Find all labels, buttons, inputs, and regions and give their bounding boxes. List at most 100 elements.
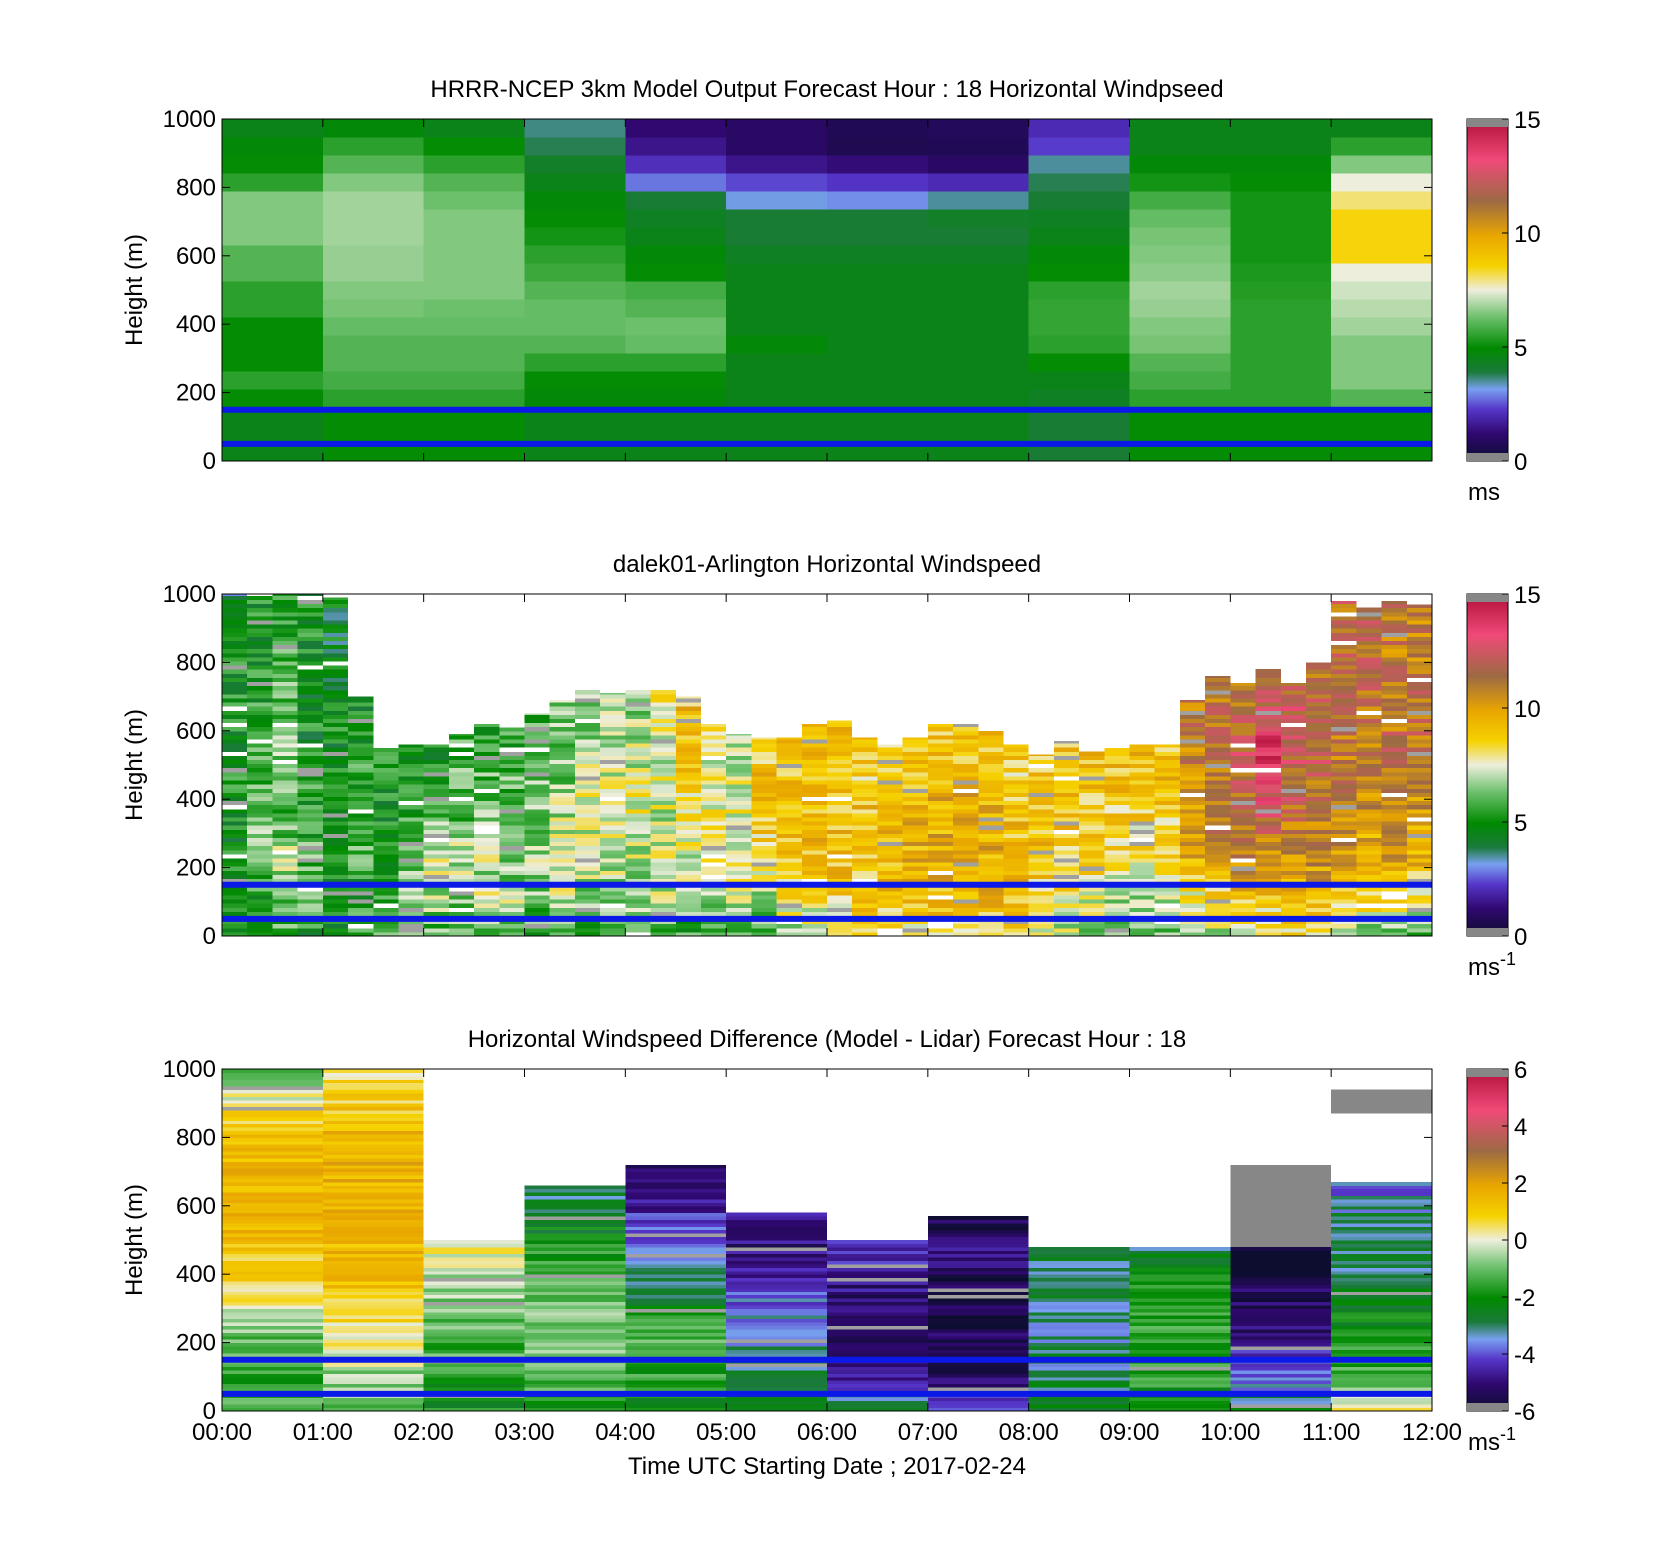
heatmap-cell (650, 886, 676, 892)
heatmap-cell (902, 886, 928, 892)
heatmap-cell (322, 792, 349, 797)
heatmap-cell (650, 800, 676, 806)
heatmap-cell (222, 1175, 323, 1179)
heatmap-cell (1280, 689, 1306, 695)
heatmap-cell (474, 804, 500, 810)
heatmap-cell (827, 812, 853, 818)
heatmap-cell (524, 862, 550, 867)
heatmap-cell (1154, 775, 1180, 781)
heatmap-cell (1331, 1383, 1432, 1388)
heatmap-cell (348, 722, 374, 728)
heatmap-cell (801, 927, 827, 933)
heatmap-cell (1331, 1250, 1432, 1255)
heatmap-cell (222, 1349, 323, 1354)
heatmap-cell (625, 1263, 727, 1268)
heatmap-cell (222, 603, 248, 609)
heatmap-cell (1406, 780, 1432, 785)
heatmap-cell (322, 1079, 424, 1084)
heatmap-cell (247, 714, 273, 719)
heatmap-cell (322, 870, 349, 875)
heatmap-cell (1331, 227, 1432, 246)
heatmap-cell (1129, 1315, 1231, 1320)
heatmap-cell (474, 743, 500, 748)
heatmap-cell (1331, 862, 1357, 867)
heatmap-cell (877, 899, 903, 904)
heatmap-cell (549, 710, 575, 715)
heatmap-cell (222, 812, 248, 818)
heatmap-cell (1079, 751, 1105, 756)
heatmap-cell (927, 1380, 1029, 1385)
heatmap-cell (1179, 923, 1206, 929)
heatmap-cell (549, 841, 575, 847)
heatmap-cell (600, 841, 626, 847)
heatmap-cell (650, 693, 676, 699)
heatmap-cell (222, 1133, 323, 1138)
heatmap-cell (650, 743, 676, 748)
heatmap-cell (1028, 1366, 1130, 1371)
heatmap-cell (322, 751, 349, 756)
heatmap-cell (1179, 775, 1206, 781)
heatmap-cell (927, 1263, 1029, 1268)
heatmap-cell (322, 1120, 424, 1125)
heatmap-cell (222, 845, 248, 851)
heatmap-cell (1331, 1291, 1432, 1296)
heatmap-cell (751, 911, 777, 916)
heatmap-cell (222, 209, 323, 228)
heatmap-cell (297, 792, 323, 797)
heatmap-cell (247, 636, 273, 642)
heatmap-cell (524, 371, 626, 390)
heatmap-cell (1305, 886, 1332, 892)
heatmap-cell (423, 927, 449, 933)
heatmap-cell (1104, 825, 1130, 830)
heatmap-cell (524, 389, 626, 408)
heatmap-cell (1331, 1253, 1432, 1258)
heatmap-cell (1356, 812, 1382, 818)
heatmap-cell (1053, 894, 1080, 900)
heatmap-cell (1381, 673, 1407, 678)
heatmap-cell (423, 245, 525, 264)
heatmap-cell (927, 1342, 1029, 1347)
heatmap-cell (827, 837, 853, 843)
heatmap-cell (852, 845, 878, 851)
heatmap-cell (423, 767, 449, 773)
heatmap-cell (247, 628, 273, 633)
heatmap-cell (1305, 767, 1332, 773)
heatmap-cell (272, 931, 298, 936)
heatmap-cell (474, 833, 500, 838)
heatmap-cell (297, 718, 323, 724)
heatmap-cell (801, 734, 827, 740)
heatmap-cell (222, 911, 248, 916)
heatmap-cell (398, 800, 424, 806)
heatmap-cell (322, 652, 349, 658)
heatmap-cell (499, 874, 525, 880)
heatmap-cell (827, 1373, 928, 1378)
heatmap-cell (852, 878, 878, 884)
heatmap-cell (1255, 702, 1281, 707)
heatmap-cell (1305, 755, 1332, 761)
heatmap-cell (1255, 751, 1281, 756)
heatmap-cell (1053, 862, 1080, 867)
heatmap-cell (1280, 862, 1306, 867)
heatmap-cell (726, 849, 752, 855)
heatmap-cell (348, 759, 374, 765)
heatmap-cell (423, 443, 525, 461)
heatmap-cell (600, 829, 626, 834)
heatmap-cell (1003, 759, 1029, 765)
heatmap-cell (852, 829, 878, 834)
heatmap-cell (1280, 841, 1306, 847)
heatmap-cell (272, 644, 298, 650)
heatmap-cell (297, 722, 323, 728)
heatmap-cell (222, 1376, 323, 1381)
heatmap-cell (474, 784, 500, 789)
heatmap-cell (1129, 1281, 1231, 1285)
heatmap-cell (322, 628, 349, 633)
heatmap-cell (297, 866, 323, 871)
heatmap-cell (1104, 927, 1130, 933)
heatmap-cell (700, 723, 727, 728)
heatmap-cell (726, 1253, 827, 1258)
heatmap-cell (978, 743, 1004, 748)
heatmap-cell (1028, 804, 1054, 810)
heatmap-cell (348, 816, 374, 822)
heatmap-cell (650, 689, 676, 695)
heatmap-cell (373, 808, 399, 814)
